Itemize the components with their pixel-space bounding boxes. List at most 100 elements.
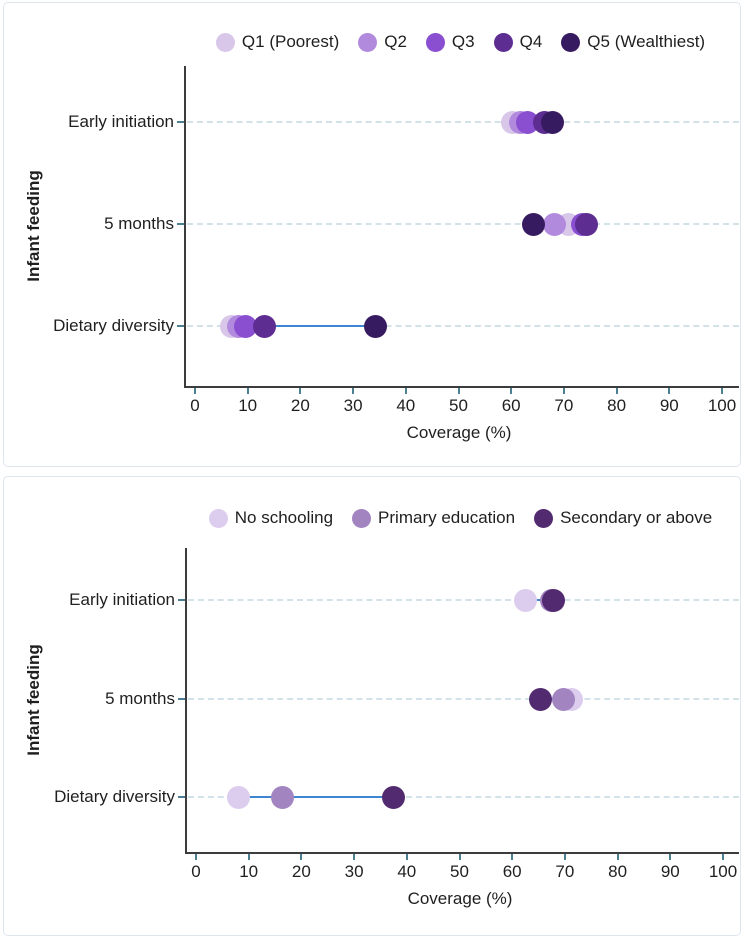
x-axis-tick (615, 388, 618, 394)
x-axis-tick (353, 854, 356, 860)
x-tick-label: 40 (396, 396, 416, 415)
x-tick-label: 60 (501, 396, 521, 415)
y-axis-title: Infant feeding (24, 170, 43, 282)
legend-item-no-schooling: No schooling (208, 508, 334, 528)
data-dot-q5-wealthiest (541, 110, 565, 134)
x-axis-tick (511, 854, 514, 860)
x-tick-label: 30 (343, 396, 363, 415)
wealth-legend: Q1 (Poorest) Q2 Q3 Q4 Q5 (Wealthiest) (182, 32, 739, 52)
legend-item-secondary-or-above: Secondary or above (534, 508, 712, 528)
x-axis-tick (300, 854, 303, 860)
gridline (187, 325, 739, 327)
gridline (188, 796, 739, 798)
x-axis-tick (669, 854, 672, 860)
category-label-dietary-diversity: Dietary diversity (53, 316, 174, 335)
y-axis-tick (177, 121, 184, 123)
x-axis-tick (562, 388, 565, 394)
legend-label: No schooling (234, 508, 334, 527)
y-axis-tick (177, 325, 184, 327)
legend-label: Primary education (378, 508, 516, 527)
x-tick-label: 50 (450, 862, 469, 881)
x-axis-tick (247, 854, 250, 860)
category-label-5-months: 5 months (104, 214, 174, 233)
legend-item-q2: Q2 (358, 32, 407, 52)
range-connector-line (231, 325, 376, 327)
x-tick-label: 30 (344, 862, 364, 881)
x-axis-tick (721, 388, 723, 394)
x-tick-label: 60 (502, 862, 522, 881)
gridline (187, 121, 739, 123)
x-tick-label: 20 (291, 862, 311, 881)
education-chart-panel: No schooling Primary education Secondary o… (3, 476, 741, 936)
x-axis-tick (404, 388, 407, 394)
x-axis-tick (299, 388, 302, 394)
data-dot-secondary-or-above (528, 687, 552, 711)
x-tick-label: 70 (555, 862, 575, 881)
x-tick-label: 0 (190, 396, 200, 415)
x-axis-title: Coverage (%) (407, 889, 513, 908)
x-axis-tick (616, 854, 619, 860)
data-dot-no-schooling (514, 588, 538, 612)
legend-dot-icon (493, 32, 513, 52)
x-tick-label: 70 (554, 396, 574, 415)
x-axis-line (184, 386, 739, 388)
x-axis-tick (563, 854, 566, 860)
y-axis-tick (178, 796, 185, 798)
category-label-early-initiation: Early initiation (68, 112, 174, 131)
data-dot-primary-education (270, 785, 294, 809)
gridline (188, 698, 739, 700)
data-dot-q3 (234, 314, 258, 338)
x-tick-label: 100 (708, 862, 738, 881)
legend-dot-icon (358, 32, 378, 52)
x-axis-tick (405, 854, 408, 860)
y-axis-tick (177, 223, 184, 225)
x-axis-tick (722, 854, 724, 860)
legend-dot-icon (215, 32, 235, 52)
legend-dot-icon (208, 508, 228, 528)
range-connector-line (238, 796, 394, 798)
x-tick-label: 90 (660, 862, 680, 881)
category-label-dietary-diversity: Dietary diversity (54, 787, 175, 806)
x-tick-label: 50 (449, 396, 468, 415)
wealth-plot-area: Early initiation 5 months Dietary diversit… (53, 66, 739, 415)
x-tick-label: 0 (191, 862, 201, 881)
x-tick-label: 80 (607, 396, 627, 415)
wealth-quintile-chart-panel: Q1 (Poorest) Q2 Q3 Q4 Q5 (Wealthiest) Infant… (3, 2, 741, 467)
x-tick-label: 10 (239, 862, 259, 881)
category-label-5-months: 5 months (105, 689, 175, 708)
legend-dot-icon (534, 508, 554, 528)
legend-item-q4: Q4 (493, 32, 543, 52)
x-axis-tick (246, 388, 249, 394)
legend-label: Q2 (384, 32, 407, 51)
legend-item-q5-wealthiest: Q5 (Wealthiest) (561, 32, 705, 52)
category-label-early-initiation: Early initiation (69, 590, 175, 609)
gridline (187, 223, 739, 225)
data-dot-q5-wealthiest (363, 314, 387, 338)
data-dot-secondary-or-above (542, 588, 566, 612)
education-legend: No schooling Primary education Secondary o… (182, 508, 739, 528)
x-axis-tick (352, 388, 355, 394)
data-dot-no-schooling (226, 785, 250, 809)
data-dot-secondary-or-above (381, 785, 405, 809)
x-tick-label: 100 (707, 396, 737, 415)
x-axis-tick (194, 388, 196, 394)
data-dot-primary-education (552, 687, 576, 711)
data-dot-q4 (253, 314, 277, 338)
x-tick-label: 20 (290, 396, 310, 415)
y-axis-line (185, 548, 187, 852)
legend-label: Q4 (519, 32, 543, 51)
legend-item-q3: Q3 (425, 32, 475, 52)
legend-label: Q5 (Wealthiest) (587, 32, 706, 51)
data-dot-q2 (543, 212, 567, 236)
x-axis-tick (195, 854, 197, 860)
x-axis-title: Coverage (%) (406, 423, 512, 442)
data-dot-q4 (574, 212, 598, 236)
x-axis-tick (458, 854, 461, 860)
legend-item-q1-poorest: Q1 (Poorest) (215, 32, 339, 52)
legend-item-primary-education: Primary education (352, 508, 515, 528)
y-axis-title: Infant feeding (24, 644, 43, 756)
x-tick-label: 40 (397, 862, 417, 881)
legend-label: Q3 (451, 32, 475, 51)
x-axis-tick (668, 388, 671, 394)
